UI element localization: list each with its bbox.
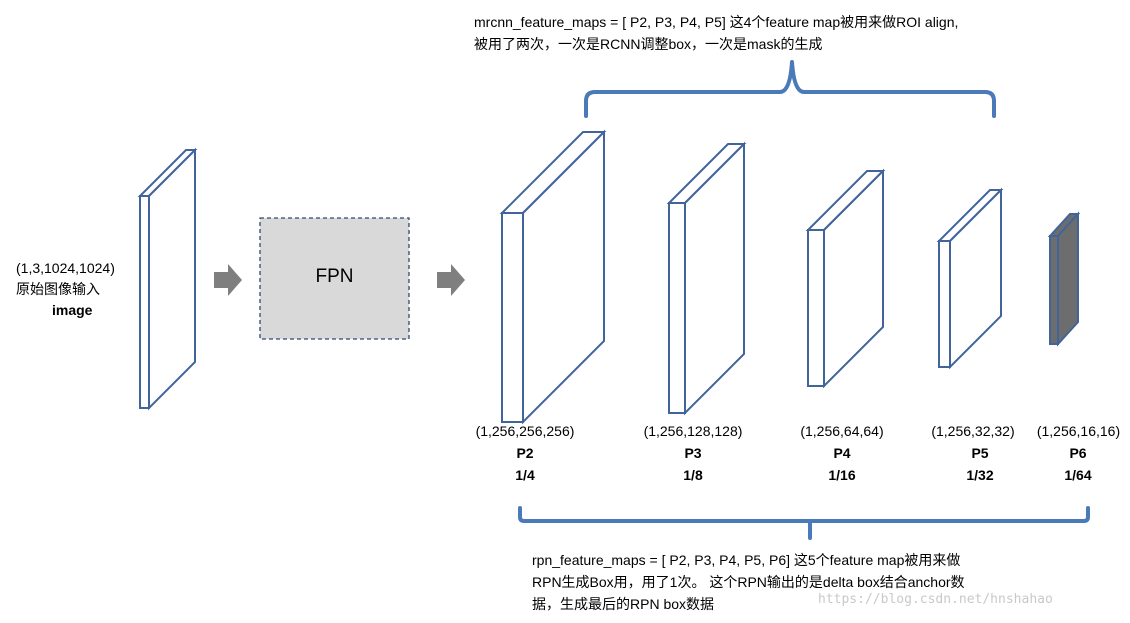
p4-name-label: P4 [833, 445, 851, 461]
p5-scale-label: 1/32 [966, 467, 994, 483]
p3-shape-label: (1,256,128,128) [643, 423, 743, 439]
p4-scale-label: 1/16 [828, 467, 856, 483]
p6-scale-label: 1/64 [1064, 467, 1092, 483]
rpn-note-line1: rpn_feature_maps = [ P2, P3, P4, P5, P6]… [532, 552, 961, 568]
feature-map-p5-slab [936, 187, 1004, 370]
p6-name-label: P6 [1069, 445, 1087, 461]
rpn-bracket [518, 506, 1090, 540]
rpn-note-line2: RPN生成Box用，用了1次。 这个RPN输出的是delta box结合anch… [532, 574, 965, 590]
p2-scale-label: 1/4 [515, 467, 535, 483]
feature-map-p6-slab [1047, 211, 1081, 347]
input-shape-label: (1,3,1024,1024) [16, 260, 115, 276]
p4-shape-label: (1,256,64,64) [800, 423, 884, 439]
watermark: https://blog.csdn.net/hnshahao [818, 592, 1053, 607]
input-name-label: image [52, 302, 93, 318]
input-name-cn-label: 原始图像输入 [16, 281, 100, 297]
input-image-slab [137, 147, 198, 411]
feature-map-p3-slab [666, 141, 747, 416]
p2-shape-label: (1,256,256,256) [475, 423, 575, 439]
feature-map-p4-slab [805, 168, 886, 389]
p2-name-label: P2 [516, 445, 534, 461]
p5-shape-label: (1,256,32,32) [931, 423, 1015, 439]
mrcnn-bracket [584, 60, 996, 118]
p6-shape-label: (1,256,16,16) [1036, 423, 1121, 439]
p3-scale-label: 1/8 [683, 467, 703, 483]
fpn-label: FPN [315, 266, 354, 287]
arrow-fpn-to-features [437, 264, 465, 296]
p5-name-label: P5 [971, 445, 989, 461]
arrow-input-to-fpn [214, 264, 242, 296]
fpn-box [259, 217, 410, 340]
mrcnn-note-line1: mrcnn_feature_maps = [ P2, P3, P4, P5] 这… [474, 14, 959, 30]
mrcnn-note-line2: 被用了两次，一次是RCNN调整box，一次是mask的生成 [474, 36, 823, 52]
rpn-note-line3: 据，生成最后的RPN box数据 [532, 596, 715, 612]
feature-map-p2-slab [499, 129, 607, 425]
p3-name-label: P3 [684, 445, 702, 461]
